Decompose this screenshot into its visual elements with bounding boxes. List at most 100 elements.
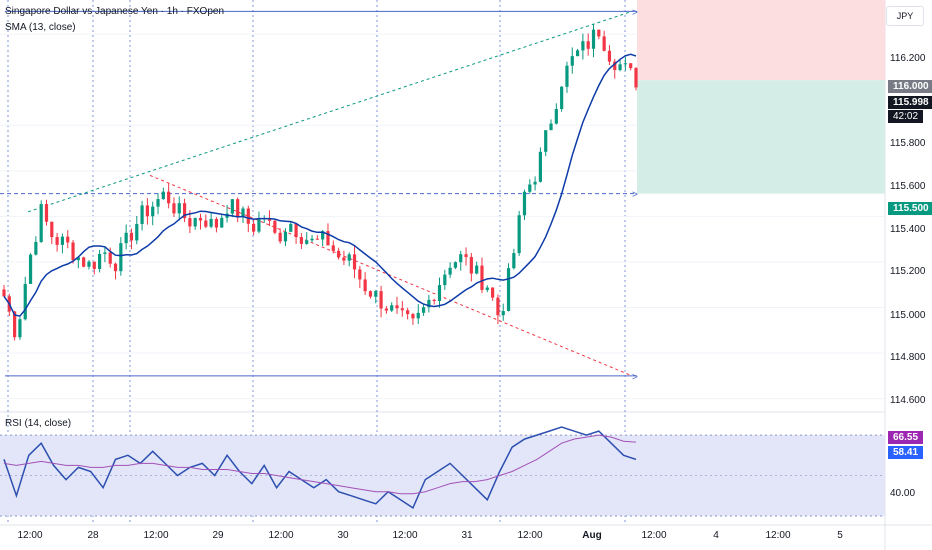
candle-down	[469, 257, 473, 274]
target-price-badge: 116.000	[888, 80, 932, 93]
candle-down	[299, 237, 304, 244]
candle-down	[480, 265, 484, 290]
time-tick: 12:00	[143, 530, 169, 541]
candle-up	[124, 232, 128, 244]
time-tick: 28	[87, 530, 99, 541]
candle-down	[358, 269, 362, 280]
candle-down	[315, 238, 319, 240]
candle-up	[533, 181, 537, 185]
candle-up	[87, 261, 91, 267]
candle-down	[2, 289, 6, 297]
candle-up	[310, 238, 314, 241]
candle-down	[352, 254, 357, 270]
candle-down	[629, 63, 633, 69]
stop-zone	[637, 80, 885, 194]
rsi-indicator-label[interactable]: RSI (14, close)	[5, 418, 72, 429]
candle-down	[172, 203, 176, 214]
candle-up	[347, 254, 351, 261]
candle-down	[182, 203, 187, 219]
candle-down	[129, 232, 134, 241]
candle-up	[623, 63, 627, 65]
candle-up	[549, 123, 553, 131]
candle-down	[92, 261, 96, 269]
candle-down	[50, 221, 54, 238]
candle-up	[305, 240, 309, 244]
candle-down	[188, 218, 192, 227]
candle-up	[161, 191, 165, 200]
chart-title: Singapore Dollar vs Japanese Yen · 1h · …	[5, 6, 225, 17]
candle-down	[326, 231, 330, 246]
time-tick: 12:00	[268, 530, 294, 541]
candle-up	[257, 219, 261, 232]
stop-price-badge: 115.500	[888, 202, 932, 215]
price-tick: 115.600	[890, 181, 926, 192]
candle-down	[145, 205, 149, 217]
candle-down	[66, 236, 70, 243]
candle-up	[390, 305, 394, 311]
candle-down	[368, 291, 373, 297]
candle-down	[167, 191, 171, 204]
candle-up	[283, 231, 288, 242]
rsi-ma-value-badge: 58.41	[888, 446, 924, 459]
sma-indicator-label[interactable]: SMA (13, close)	[5, 22, 76, 33]
candle-down	[214, 218, 219, 228]
candle-down	[464, 254, 468, 258]
time-tick: Aug	[582, 530, 602, 541]
candle-up	[421, 307, 426, 313]
candle-up	[575, 50, 580, 57]
candle-down	[331, 245, 335, 251]
price-tick: 115.400	[890, 224, 926, 235]
candle-up	[565, 65, 569, 87]
candle-down	[395, 305, 399, 309]
candle-down	[363, 279, 367, 292]
candle-down	[204, 220, 208, 227]
time-tick: 31	[461, 530, 473, 541]
candle-up	[289, 223, 293, 232]
candle-up	[437, 285, 442, 301]
candle-down	[613, 61, 617, 71]
candle-up	[517, 215, 521, 254]
price-tick: 116.200	[890, 53, 926, 64]
candle-down	[278, 232, 282, 242]
candle-down	[294, 223, 298, 238]
candle-down	[82, 257, 86, 267]
candle-up	[554, 108, 558, 124]
candle-down	[602, 36, 606, 51]
candle-up	[119, 243, 123, 272]
lower-arrow: >	[632, 372, 638, 383]
candle-up	[76, 257, 80, 261]
rsi-value-badge: 66.55	[888, 431, 924, 444]
candle-down	[607, 50, 612, 62]
candle-up	[374, 291, 378, 297]
candle-down	[336, 250, 341, 258]
candle-down	[491, 287, 495, 298]
candle-down	[379, 291, 383, 309]
bar-countdown-badge: 42:02	[888, 110, 924, 123]
candle-down	[267, 218, 272, 221]
stop-arrow: >	[632, 190, 638, 201]
candle-up	[512, 253, 516, 269]
time-tick: 4	[713, 530, 719, 541]
candle-up	[60, 236, 65, 245]
rsi-tick: 40.00	[890, 488, 916, 499]
candle-up	[591, 29, 596, 49]
candle-up	[416, 312, 420, 319]
candle-up	[443, 274, 447, 286]
time-tick: 12:00	[17, 530, 43, 541]
candle-up	[28, 254, 33, 284]
candle-up	[135, 224, 139, 241]
candle-up	[501, 311, 505, 316]
candle-up	[177, 203, 181, 214]
candle-up	[230, 199, 234, 214]
time-tick: 5	[837, 530, 843, 541]
candle-up	[453, 262, 458, 268]
candle-up	[448, 267, 452, 275]
candle-down	[432, 299, 436, 301]
candle-up	[156, 199, 160, 207]
candle-down	[273, 220, 277, 233]
candle-down	[13, 311, 17, 338]
currency-button[interactable]: JPY	[886, 6, 924, 26]
candle-up	[475, 265, 479, 274]
candle-up	[23, 283, 27, 320]
